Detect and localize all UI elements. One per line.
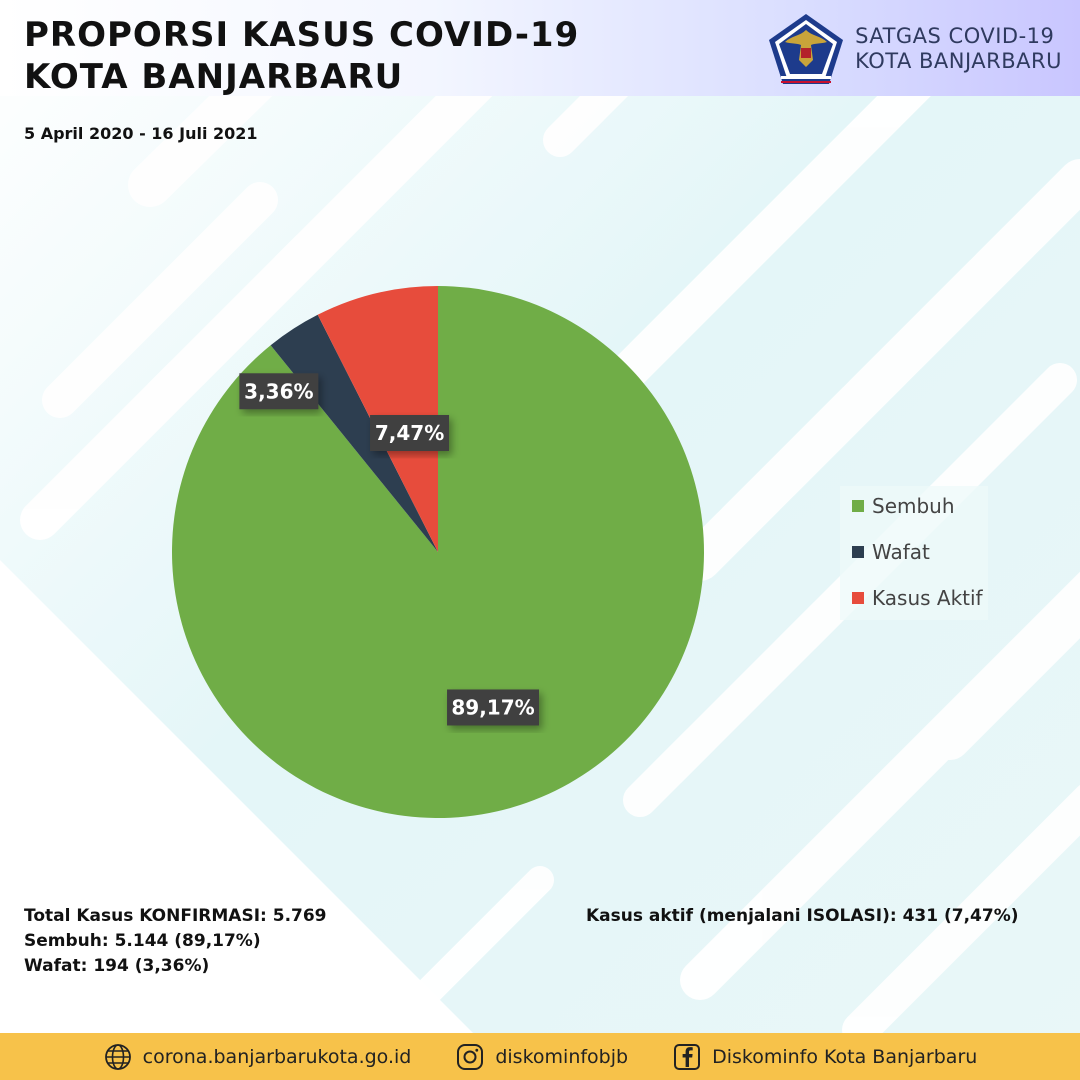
footer-facebook[interactable]: Diskominfo Kota Banjarbaru <box>672 1042 977 1072</box>
summary-sembuh: Sembuh: 5.144 (89,17%) <box>24 931 261 951</box>
legend-label-wafat: Wafat <box>872 540 930 564</box>
brand: SATGAS COVID-19 KOTA BANJARBARU <box>767 12 1062 86</box>
data-label-text: 7,47% <box>375 421 444 445</box>
legend-item-sembuh: Sembuh <box>852 494 955 518</box>
legend-item-kasus-aktif: Kasus Aktif <box>852 586 983 610</box>
brand-line-2: KOTA BANJARBARU <box>855 49 1062 73</box>
header-band <box>0 0 1080 96</box>
instagram-icon <box>457 1043 484 1070</box>
data-label-kasus-aktif: 7,47% <box>370 414 450 451</box>
footer-website[interactable]: corona.banjarbarukota.go.id <box>103 1042 412 1072</box>
globe-icon <box>104 1043 131 1070</box>
data-label-text: 89,17% <box>451 695 534 719</box>
date-range: 5 April 2020 - 16 Juli 2021 <box>24 124 258 143</box>
legend-label-sembuh: Sembuh <box>872 494 955 518</box>
footer-website-text: corona.banjarbarukota.go.id <box>142 1045 412 1068</box>
data-label-text: 3,36% <box>244 379 313 403</box>
garuda-emblem-icon <box>769 14 844 84</box>
pie-slice-sembuh <box>171 286 704 819</box>
footer-facebook-text: Diskominfo Kota Banjarbaru <box>712 1045 978 1068</box>
summary-left: Total Kasus KONFIRMASI: 5.769 Sembuh: 5.… <box>24 904 327 979</box>
summary-aktif: Kasus aktif (menjalani ISOLASI): 431 (7,… <box>586 906 1019 926</box>
footer-instagram-text: diskominfobjb <box>495 1045 629 1068</box>
legend-swatch-sembuh <box>852 500 864 512</box>
facebook-icon <box>674 1043 701 1070</box>
summary-total: Total Kasus KONFIRMASI: 5.769 <box>24 906 327 926</box>
data-label-wafat: 3,36% <box>239 373 319 410</box>
footer-instagram[interactable]: diskominfobjb <box>455 1042 628 1072</box>
footer-bar: corona.banjarbarukota.go.id diskominfobj… <box>0 1033 1080 1080</box>
legend-swatch-wafat <box>852 546 864 558</box>
legend-label-kasus-aktif: Kasus Aktif <box>872 586 983 610</box>
brand-text: SATGAS COVID-19 KOTA BANJARBARU <box>855 24 1062 74</box>
title-line-1: PROPORSI KASUS COVID-19 <box>24 15 580 55</box>
title-line-2: KOTA BANJARBARU <box>24 57 404 97</box>
chart-legend: Sembuh Wafat Kasus Aktif <box>840 486 988 620</box>
data-label-sembuh: 89,17% <box>447 689 540 726</box>
page-title: PROPORSI KASUS COVID-19 KOTA BANJARBARU <box>24 14 579 98</box>
legend-swatch-kasus-aktif <box>852 592 864 604</box>
summary-wafat: Wafat: 194 (3,36%) <box>24 956 210 976</box>
brand-line-1: SATGAS COVID-19 <box>855 24 1055 48</box>
legend-item-wafat: Wafat <box>852 540 930 564</box>
